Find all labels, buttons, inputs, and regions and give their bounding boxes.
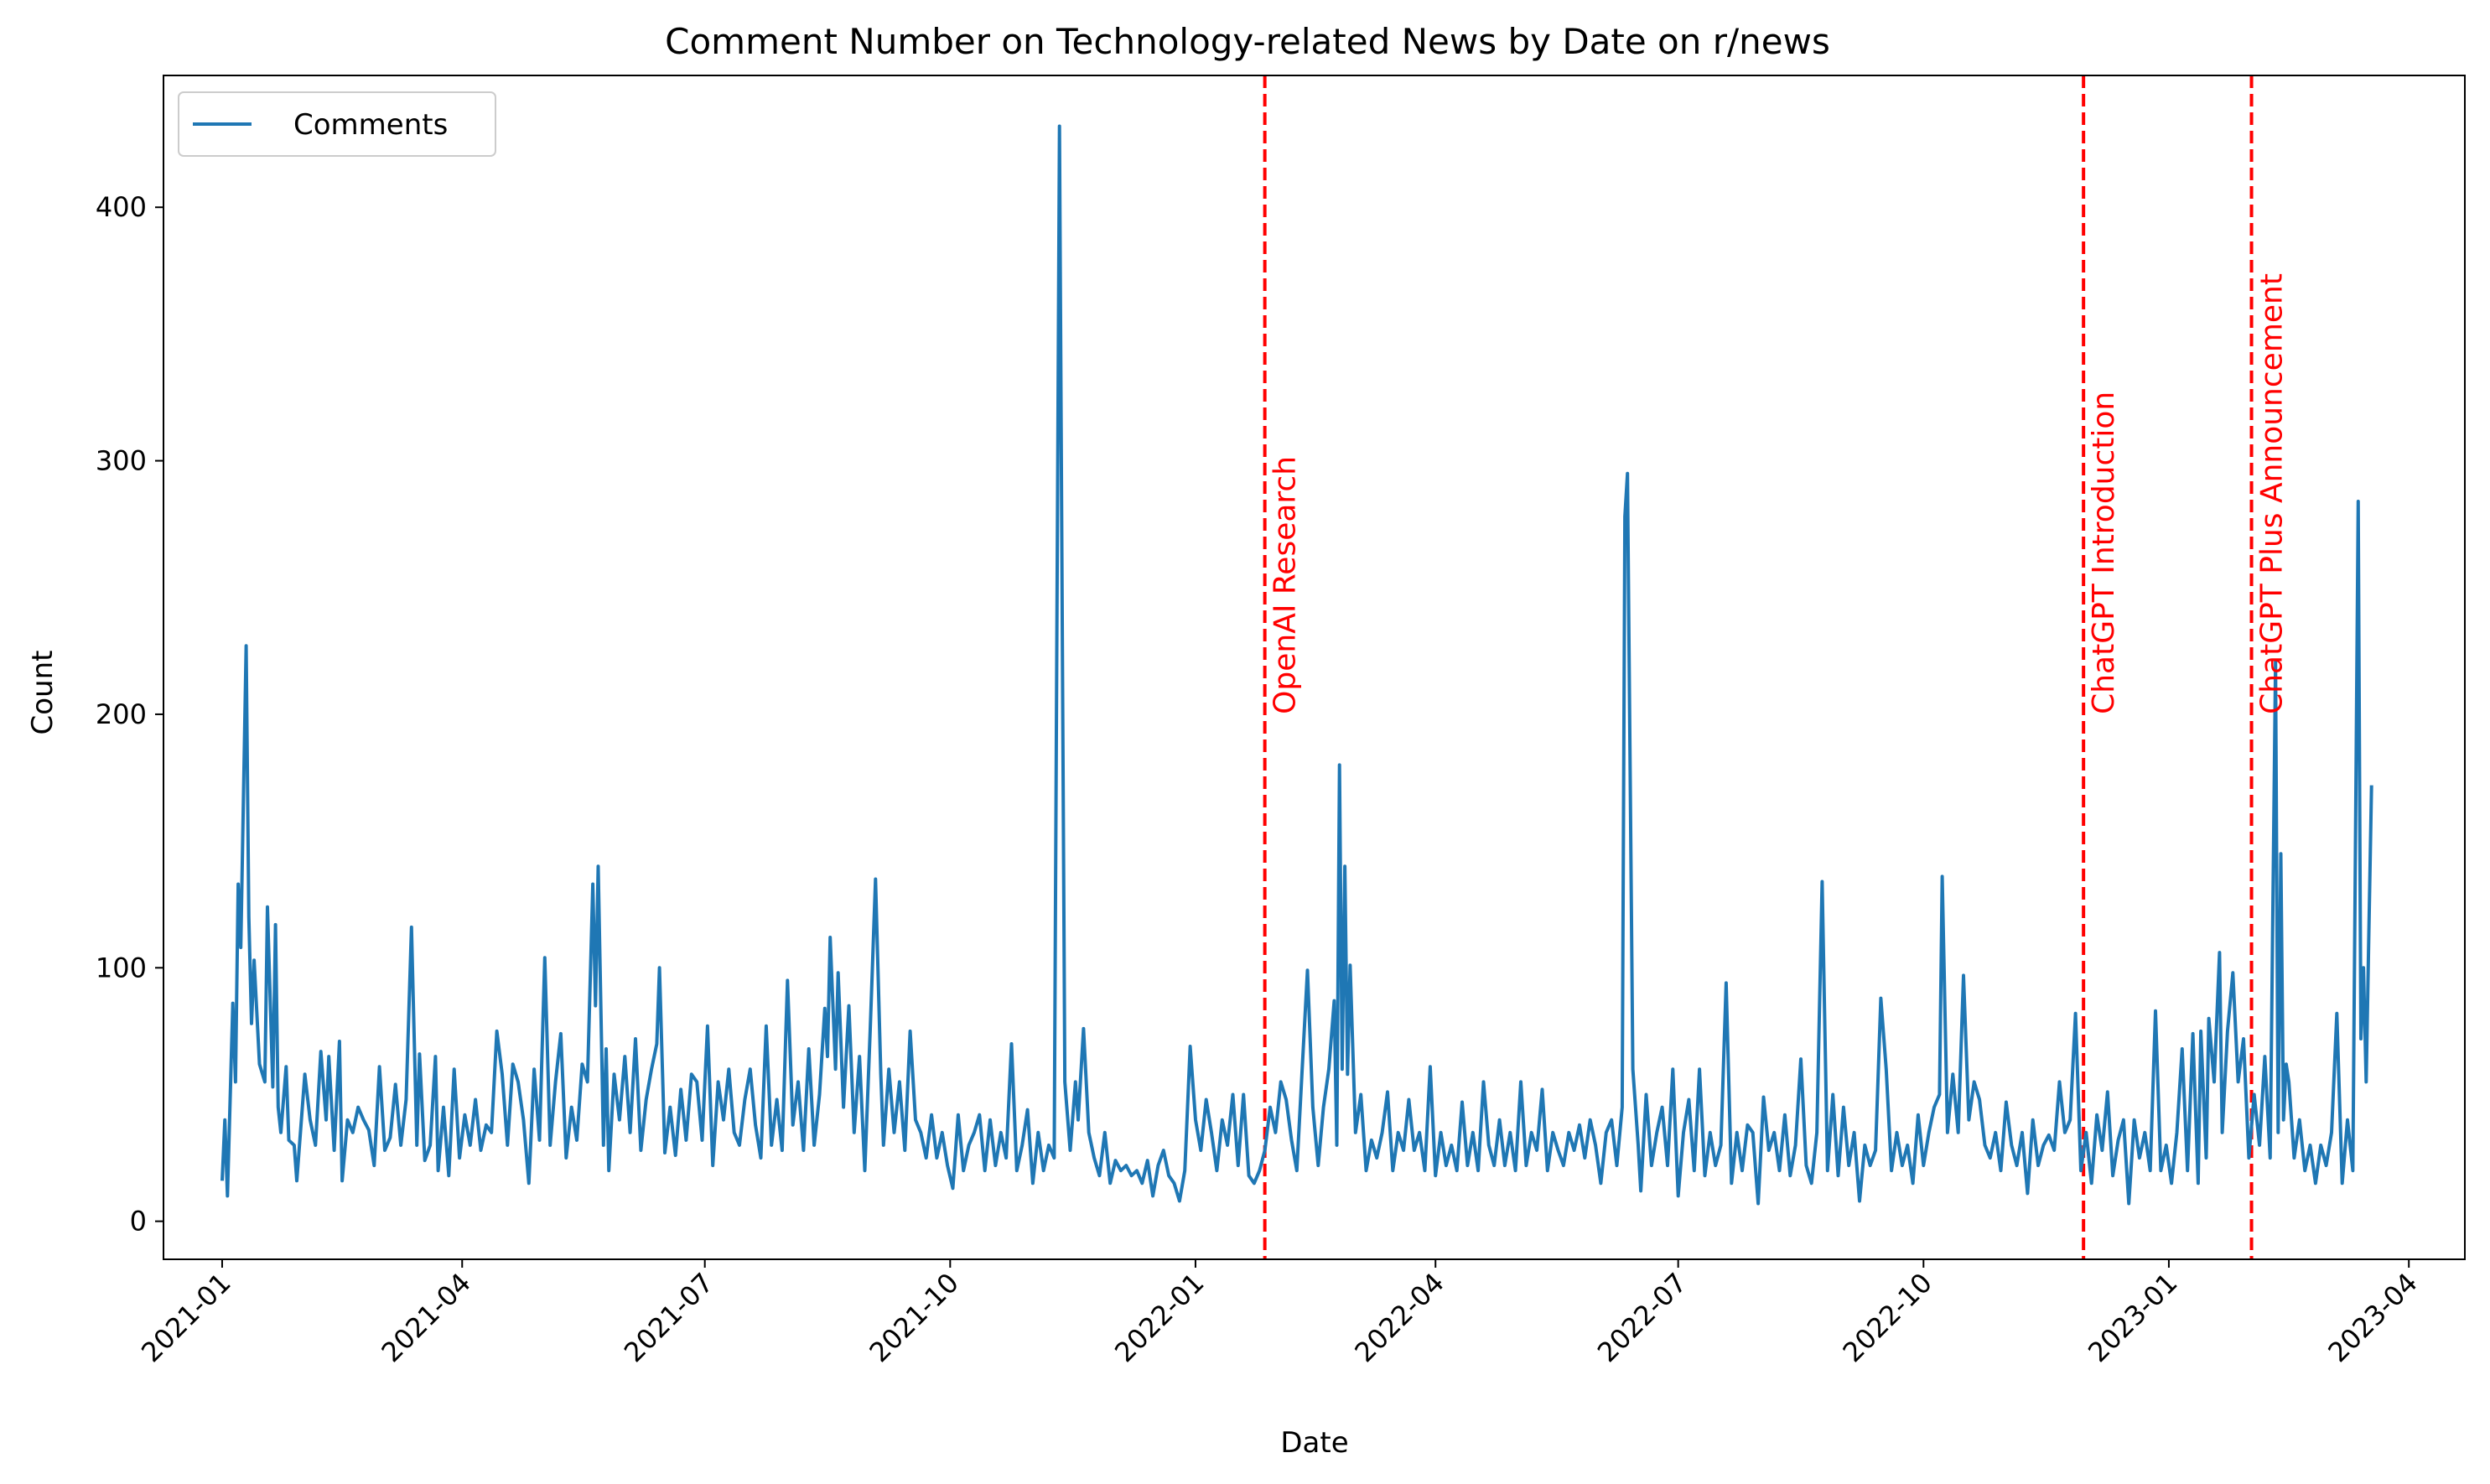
y-tick-label: 100 <box>96 952 147 983</box>
series-line-comments <box>220 124 2373 1206</box>
event-lines <box>1263 75 2254 1259</box>
event-label-0: OpenAI Research <box>1268 456 1303 714</box>
y-axis-label: Count <box>26 651 60 735</box>
plot-frame <box>163 75 2466 1260</box>
legend-label-comments: Comments <box>293 108 448 142</box>
event-label-2: ChatGPT Plus Announcement <box>2255 273 2290 714</box>
y-tick-label: 200 <box>96 698 147 730</box>
event-label-1: ChatGPT Introduction <box>2087 392 2121 714</box>
event-labels: OpenAI Research ChatGPT Introduction ChatG… <box>1268 273 2290 714</box>
chart-title: Comment Number on Technology-related New… <box>665 21 1830 62</box>
y-tick-label: 400 <box>96 191 147 223</box>
y-tick-label: 0 <box>130 1206 147 1238</box>
legend: Comments <box>178 91 496 157</box>
y-axis: 0 100 200 300 400 <box>96 191 163 1238</box>
legend-box <box>178 91 496 157</box>
x-axis-label: Date <box>1280 1426 1348 1460</box>
y-tick-label: 300 <box>96 445 147 477</box>
